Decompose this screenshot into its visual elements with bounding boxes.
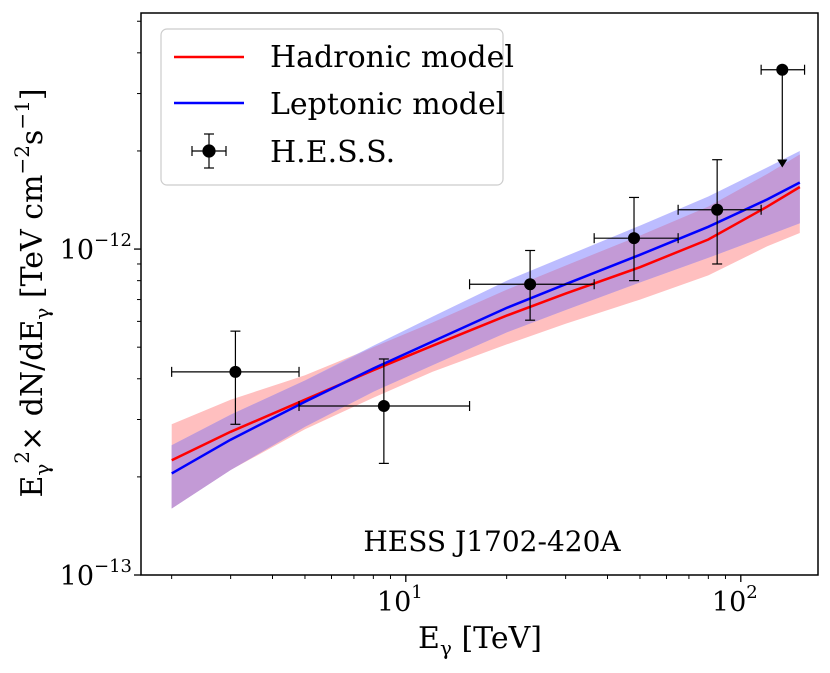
y-tick-label-2: 10−12 <box>60 230 132 266</box>
data-marker <box>711 203 724 216</box>
x-tick-base: 10 <box>377 587 411 618</box>
hess-point-3 <box>468 249 595 321</box>
data-marker <box>524 278 537 291</box>
legend-leptonic-label: Leptonic model <box>270 87 505 122</box>
model-uncertainty-bands <box>171 151 800 509</box>
x-tick-exp: 1 <box>411 582 422 603</box>
x-tick-exp: 2 <box>746 582 757 603</box>
hadronic-model-line <box>171 185 801 462</box>
leptonic-model-line <box>171 181 801 475</box>
upper-limit-arrow <box>777 159 788 168</box>
hess-point-1 <box>171 330 300 425</box>
axes-box <box>140 12 819 576</box>
band-overlap <box>171 154 800 509</box>
y-tick-exp: −13 <box>94 556 132 577</box>
x-tick-label-2: 102 <box>712 582 758 618</box>
legend: Hadronic model Leptonic model H.E.S.S. <box>160 28 514 186</box>
x-axis-label: Eγ [TeV] <box>418 621 542 660</box>
hess-point-4 <box>593 196 679 282</box>
data-marker <box>377 399 390 412</box>
legend-box <box>160 28 504 186</box>
source-annotation: HESS J1702-420A <box>363 525 621 558</box>
model-curves <box>171 181 801 475</box>
legend-hess-label: H.E.S.S. <box>270 135 395 170</box>
data-marker <box>776 63 789 76</box>
plot-frame <box>140 12 819 576</box>
y-axis-label: Eγ2× dN/dEγ [TeV cm−2s−1] <box>10 88 54 497</box>
data-marker <box>229 365 242 378</box>
legend-hadronic-label: Hadronic model <box>270 40 514 75</box>
hess-point-6 <box>760 63 806 168</box>
y-tick-base: 10 <box>60 235 94 266</box>
y-tick-exp: −12 <box>94 230 132 251</box>
data-marker <box>628 232 641 245</box>
hess-data-points <box>171 63 806 464</box>
x-tick-base: 10 <box>712 587 746 618</box>
y-tick-base: 10 <box>60 561 94 592</box>
y-tick-label-1: 10−13 <box>60 556 132 592</box>
hess-point-5 <box>677 159 762 265</box>
x-tick-label-1: 101 <box>377 582 423 618</box>
legend-hess-swatch <box>191 133 227 169</box>
hess-point-2 <box>298 358 471 464</box>
